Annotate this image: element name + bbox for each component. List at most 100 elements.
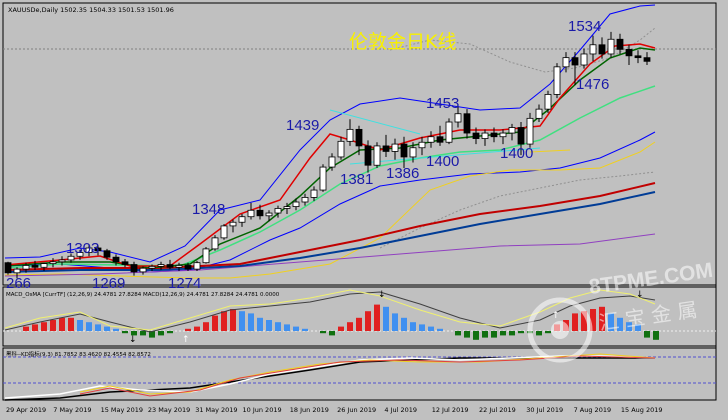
candle-bear — [130, 264, 138, 273]
macd-bar — [104, 326, 110, 331]
candle-bull — [544, 94, 552, 110]
macd-bar — [653, 331, 659, 340]
candle-bull — [373, 145, 381, 166]
macd-bar — [383, 306, 389, 331]
candle-bull — [238, 216, 246, 223]
macd-bar — [410, 322, 416, 331]
price-label: 1534 — [568, 18, 601, 35]
macd-bar — [338, 326, 344, 331]
macd-arrow-down-2: ↓ — [378, 290, 386, 300]
candle-bear — [256, 209, 264, 217]
candle-bear — [112, 256, 120, 263]
candle-bull — [58, 259, 66, 263]
macd-bar — [140, 331, 146, 336]
candle-bull — [274, 208, 282, 214]
candle-bear — [517, 127, 525, 145]
candle-bull — [283, 206, 291, 209]
macd-bar — [23, 326, 29, 331]
price-label: 1303 — [66, 240, 99, 257]
x-axis-label: 15 Aug 2019 — [621, 406, 663, 414]
candle-bull — [499, 132, 507, 138]
candle-bull — [445, 121, 453, 143]
candle-bull — [220, 225, 228, 239]
x-axis-label: 31 May 2019 — [195, 406, 237, 414]
macd-bar — [302, 328, 308, 331]
candle-bull — [589, 44, 597, 55]
macd-bar — [113, 328, 119, 331]
x-axis-label: 7 Aug 2019 — [574, 406, 612, 414]
candle-bear — [355, 128, 363, 147]
macd-bar — [149, 331, 155, 338]
candle-bull — [562, 57, 570, 68]
macd-bar — [284, 324, 290, 331]
kd-red-line — [79, 355, 656, 397]
price-label: 1269 — [92, 275, 125, 292]
candle-bull — [49, 261, 57, 265]
macd-bar — [581, 311, 587, 331]
candle-bull — [301, 197, 309, 203]
macd-bar — [545, 331, 551, 334]
macd-bar — [122, 331, 128, 334]
candle-bear — [625, 48, 633, 57]
candle-bull — [175, 265, 183, 268]
trendline-cyan-upper — [329, 109, 421, 135]
price-label: 266 — [6, 275, 31, 292]
macd-bar — [41, 322, 47, 331]
macd-label: MACD_OsMA [CurrTF] (12,26,9) 24.4781 27.… — [6, 292, 280, 298]
macd-bar — [293, 326, 299, 331]
price-label: 1439 — [286, 117, 319, 134]
candle-bear — [400, 143, 408, 158]
x-axis-label: 23 May 2019 — [148, 406, 190, 414]
x-axis-label: 15 May 2019 — [101, 406, 143, 414]
price-label: 1348 — [192, 201, 225, 218]
candle-bull — [337, 140, 345, 158]
candle-bull — [193, 262, 201, 270]
candle-bear — [94, 247, 102, 252]
macd-panel[interactable] — [2, 286, 717, 347]
candle-bull — [67, 255, 75, 261]
candle-bull — [427, 136, 435, 143]
trendline-yellow-short — [529, 149, 571, 153]
candle-bear — [103, 250, 111, 258]
macd-bar — [392, 313, 398, 331]
macd-arrow-up-2: ↑ — [552, 311, 560, 321]
candle-bull — [535, 108, 543, 119]
macd-bar — [95, 324, 101, 331]
ma-purple-line — [4, 233, 656, 277]
candle-bull — [292, 201, 300, 208]
macd-bar — [635, 324, 641, 331]
candle-bear — [598, 44, 606, 55]
macd-bar — [464, 331, 470, 338]
macd-bar — [86, 322, 92, 331]
macd-bar — [158, 331, 164, 336]
candle-bull — [418, 141, 426, 149]
chart-title: 伦敦金日K线 — [349, 31, 456, 53]
candle-bear — [184, 265, 192, 270]
symbol-info-line: XAUUSDe,Daily 1502.35 1504.33 1501.53 15… — [8, 6, 174, 14]
candle-bear — [4, 262, 12, 274]
price-label: 1386 — [386, 165, 419, 182]
candle-bull — [40, 263, 48, 268]
candle-bull — [409, 147, 417, 158]
candle-bull — [211, 237, 219, 250]
x-axis-label: 26 Jun 2019 — [337, 406, 376, 414]
macd-bar — [185, 328, 191, 331]
macd-bar — [509, 331, 515, 336]
candle-bull — [328, 156, 336, 168]
candle-bear — [571, 57, 579, 66]
candle-bull — [76, 252, 84, 257]
watermark-circle — [527, 297, 593, 363]
macd-bar — [131, 331, 137, 336]
macd-bar — [491, 331, 497, 338]
candle-bull — [22, 265, 30, 270]
kd-label: 黑科--KD指标(9,3) 81.7852 83.4620 82.4554 82… — [6, 350, 151, 358]
candle-bull — [13, 268, 21, 274]
x-axis-label: 4 Jul 2019 — [384, 406, 417, 414]
x-axis-label: 30 Jul 2019 — [526, 406, 563, 414]
x-axis-label: 10 Jun 2019 — [243, 406, 282, 414]
x-axis-label: 29 Apr 2019 — [6, 406, 46, 414]
macd-bar — [266, 320, 272, 331]
macd-yellow-line — [4, 289, 656, 331]
macd-arrow-down-1: ↓ — [129, 335, 137, 345]
macd-bar — [518, 331, 524, 334]
